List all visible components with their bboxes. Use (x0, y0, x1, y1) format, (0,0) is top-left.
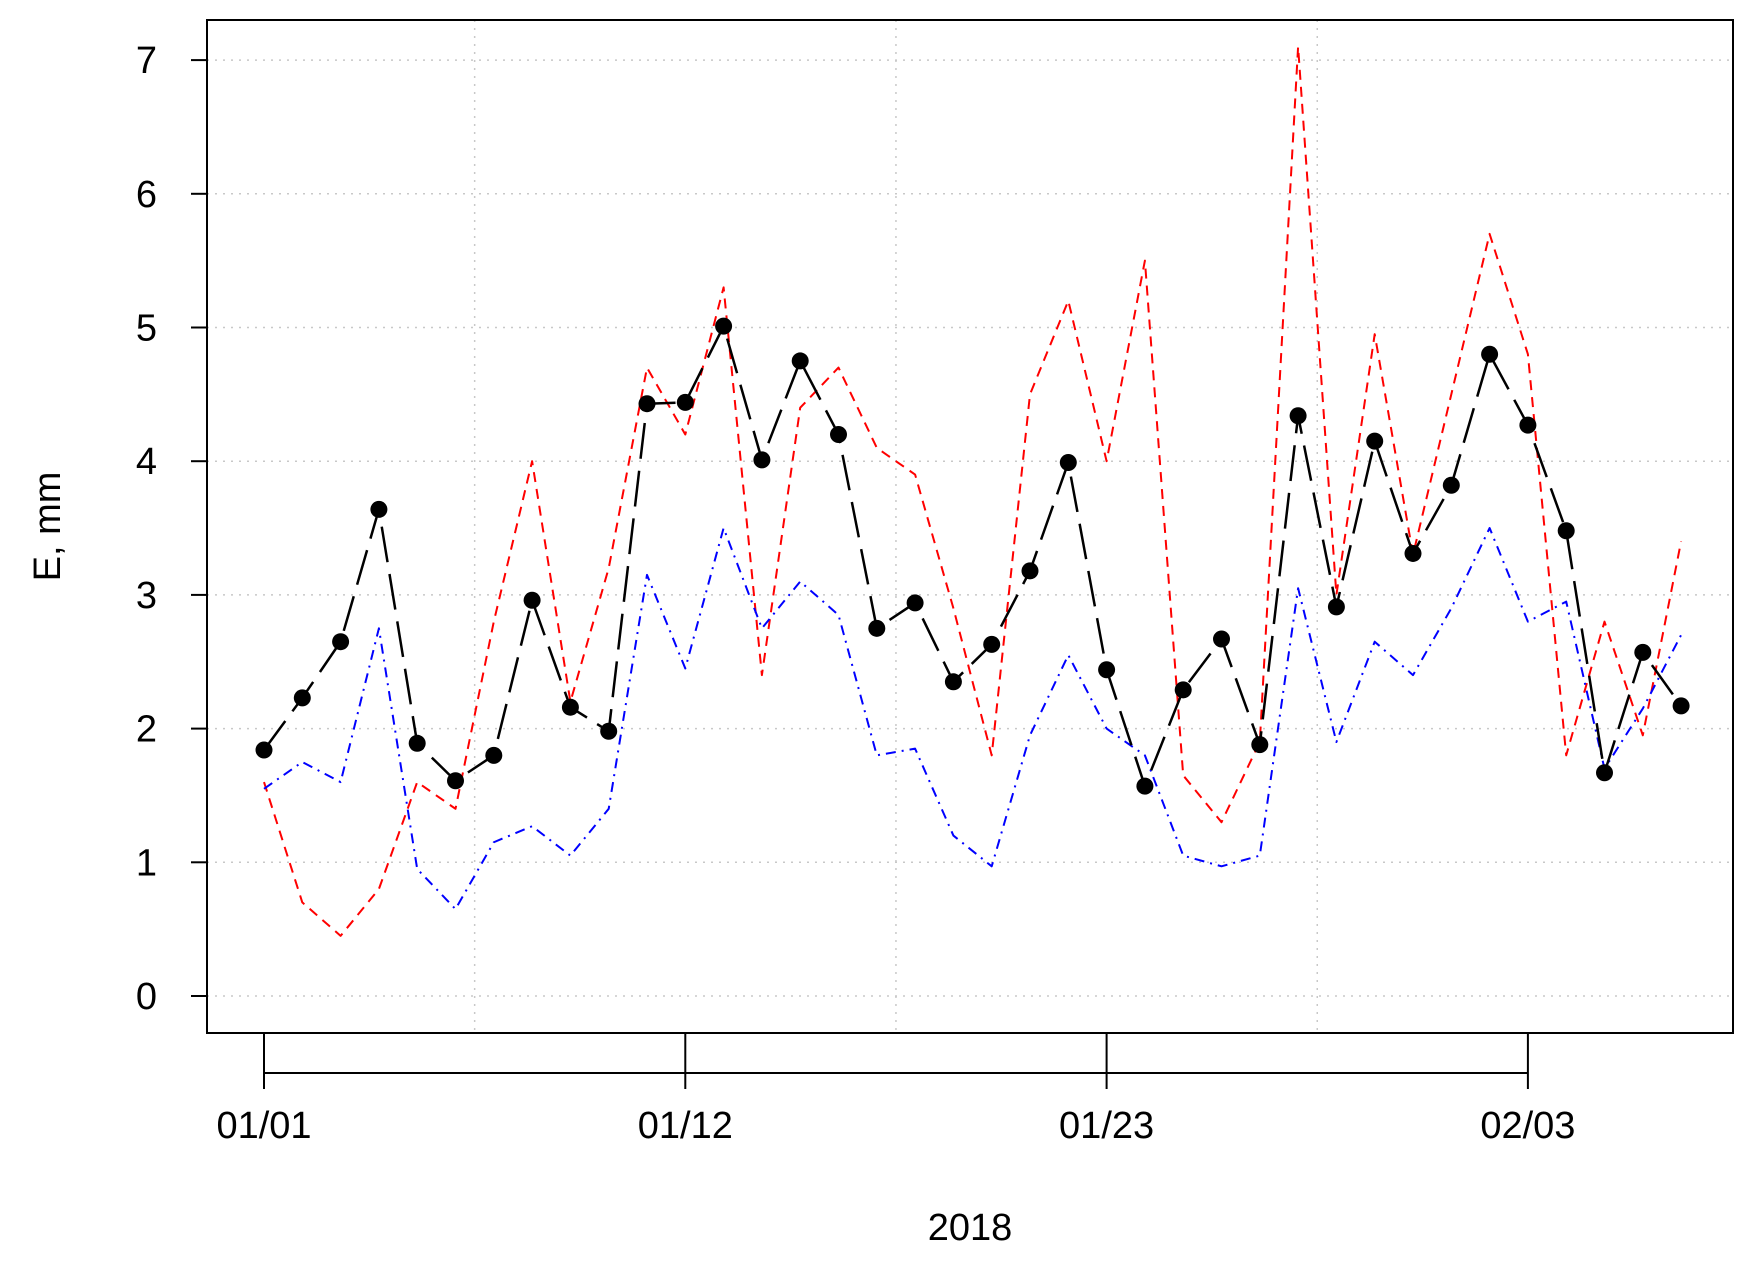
y-tick-label: 1 (136, 842, 157, 884)
y-tick-label: 0 (136, 976, 157, 1018)
data-point (906, 594, 924, 612)
y-tick-label: 4 (136, 441, 157, 483)
data-point (1174, 681, 1192, 699)
data-point (1136, 777, 1154, 795)
data-point (1213, 630, 1230, 648)
data-point (561, 698, 579, 716)
data-point (1634, 643, 1652, 661)
x-tick-label: 01/01 (216, 1105, 311, 1147)
y-tick-label: 3 (136, 575, 157, 617)
data-point (408, 734, 426, 752)
x-tick-label: 02/03 (1480, 1105, 1575, 1147)
data-point (370, 500, 388, 518)
data-point (868, 619, 886, 637)
data-point (1251, 736, 1269, 754)
data-point (1021, 562, 1039, 580)
data-point (1672, 697, 1690, 715)
data-point (1059, 454, 1077, 472)
data-point (715, 317, 733, 335)
data-point (676, 393, 694, 411)
data-point (1404, 544, 1422, 562)
x-tick-label: 01/23 (1059, 1105, 1154, 1147)
series-line (263, 527, 1682, 911)
data-point (944, 673, 962, 691)
data-point (830, 425, 847, 443)
series-layer (255, 45, 1690, 937)
data-point (983, 635, 1001, 653)
y-axis: 0 1 2 3 4 5 6 7 (136, 40, 208, 1018)
y-tick-label: 2 (136, 709, 157, 751)
data-point (1327, 598, 1345, 616)
data-point (447, 772, 464, 790)
x-axis-title: 2018 (928, 1207, 1013, 1249)
data-point (293, 689, 311, 707)
y-tick-label: 7 (136, 40, 157, 82)
series-line (263, 45, 1683, 937)
data-point (753, 451, 771, 469)
data-point (1289, 407, 1307, 425)
data-point (485, 746, 503, 764)
data-point (1596, 764, 1613, 782)
data-point (638, 395, 656, 413)
y-axis-title: E, mm (27, 472, 69, 582)
data-point (1442, 476, 1460, 494)
plot-frame (206, 19, 1734, 1034)
x-tick-label: 01/12 (638, 1105, 733, 1147)
data-point (1519, 416, 1537, 434)
data-point (523, 591, 541, 609)
data-point (1557, 522, 1575, 540)
data-point (1366, 432, 1384, 450)
y-tick-label: 5 (136, 308, 157, 350)
data-point (1481, 345, 1499, 363)
data-point (1098, 661, 1116, 679)
data-point (255, 741, 273, 759)
data-point (791, 352, 809, 370)
data-point (332, 633, 350, 651)
data-point (600, 722, 618, 740)
y-tick-label: 6 (136, 174, 157, 216)
grid (207, 20, 1733, 1033)
series-line (262, 324, 1683, 788)
x-axis: 01/01 01/12 01/23 02/03 (216, 1033, 1575, 1147)
